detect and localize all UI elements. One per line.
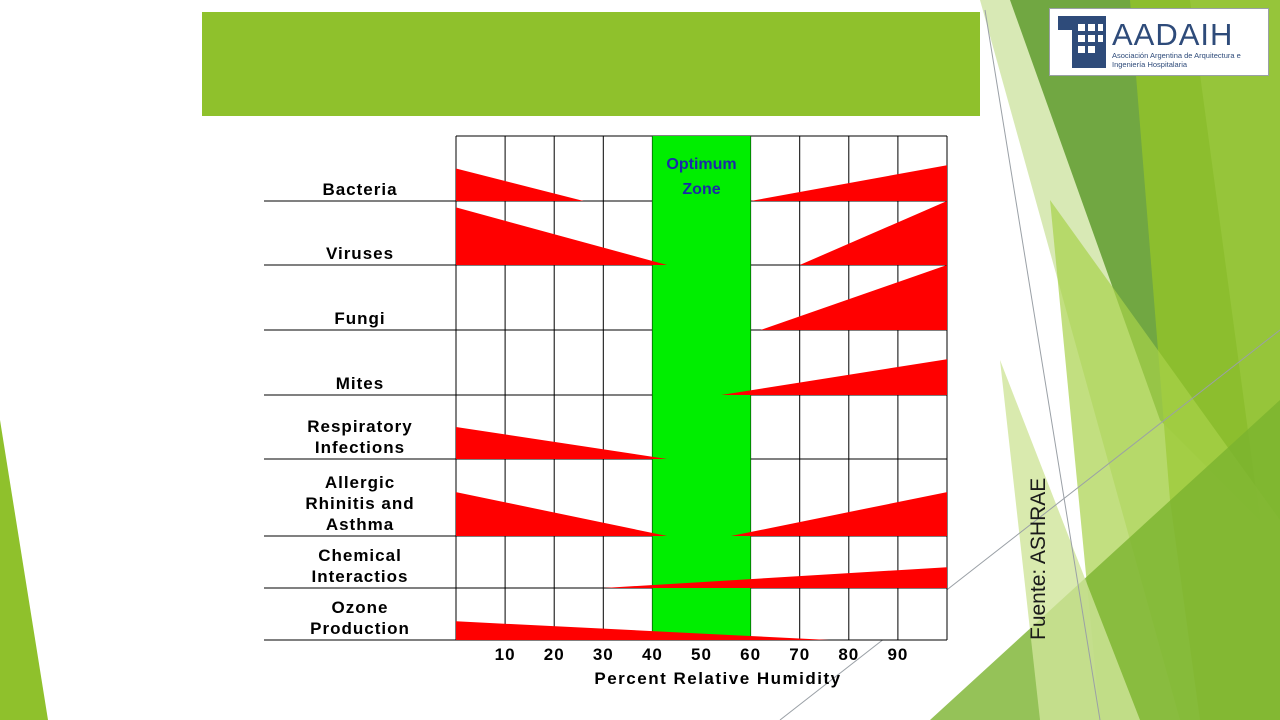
category-label: Production — [310, 619, 410, 638]
title-bar — [202, 12, 980, 116]
optimum-zone-label: Optimum — [666, 156, 736, 173]
x-tick-label: 30 — [593, 645, 614, 664]
category-label: Mites — [336, 374, 384, 393]
category-label: Allergic — [325, 473, 395, 492]
bar-high-1 — [750, 165, 947, 201]
bar-low-8 — [456, 621, 830, 640]
category-label: Infections — [315, 438, 405, 457]
category-label: Viruses — [326, 244, 394, 263]
category-labels: Bacteria Viruses Fungi Mites Respiratory Infe… — [305, 180, 414, 638]
x-tick-label: 20 — [544, 645, 565, 664]
x-tick-label: 10 — [495, 645, 516, 664]
bar-low-1 — [456, 168, 584, 201]
bar-low-5 — [456, 427, 668, 459]
optimum-zone-band — [652, 136, 751, 640]
category-label: Asthma — [326, 515, 394, 534]
bar-high-6 — [730, 492, 947, 536]
bar-low-6 — [456, 492, 668, 536]
category-label: Bacteria — [322, 180, 397, 199]
x-tick-label: 40 — [642, 645, 663, 664]
bar-low-2 — [456, 207, 668, 265]
x-axis-ticks: 10 20 30 40 50 60 70 80 90 — [495, 645, 908, 664]
x-tick-label: 80 — [838, 645, 859, 664]
x-tick-label: 70 — [789, 645, 810, 664]
bar-high-7 — [603, 567, 947, 588]
logo-subtitle: Asociación Argentina de Arquitectura e I… — [1112, 51, 1241, 69]
category-label: Ozone — [332, 598, 389, 617]
x-tick-label: 60 — [740, 645, 761, 664]
category-label: Respiratory — [307, 417, 412, 436]
bar-high-3 — [760, 265, 947, 330]
logo: AADAIH Asociación Argentina de Arquitect… — [1049, 8, 1269, 76]
x-axis-label: Percent Relative Humidity — [594, 669, 841, 688]
optimum-zone: Optimum Zone — [652, 136, 751, 640]
logo-building-icon — [1058, 16, 1106, 68]
bar-high-4 — [721, 359, 947, 395]
logo-name: AADAIH — [1112, 17, 1234, 52]
category-label: Chemical — [318, 546, 402, 565]
category-label: Rhinitis and — [305, 494, 414, 513]
chart-bars — [456, 165, 947, 640]
bar-high-2 — [799, 201, 947, 265]
x-tick-label: 90 — [887, 645, 908, 664]
x-tick-label: 50 — [691, 645, 712, 664]
category-label: Interactios — [312, 567, 409, 586]
optimum-zone-label: Zone — [682, 181, 720, 198]
category-label: Fungi — [334, 309, 385, 328]
